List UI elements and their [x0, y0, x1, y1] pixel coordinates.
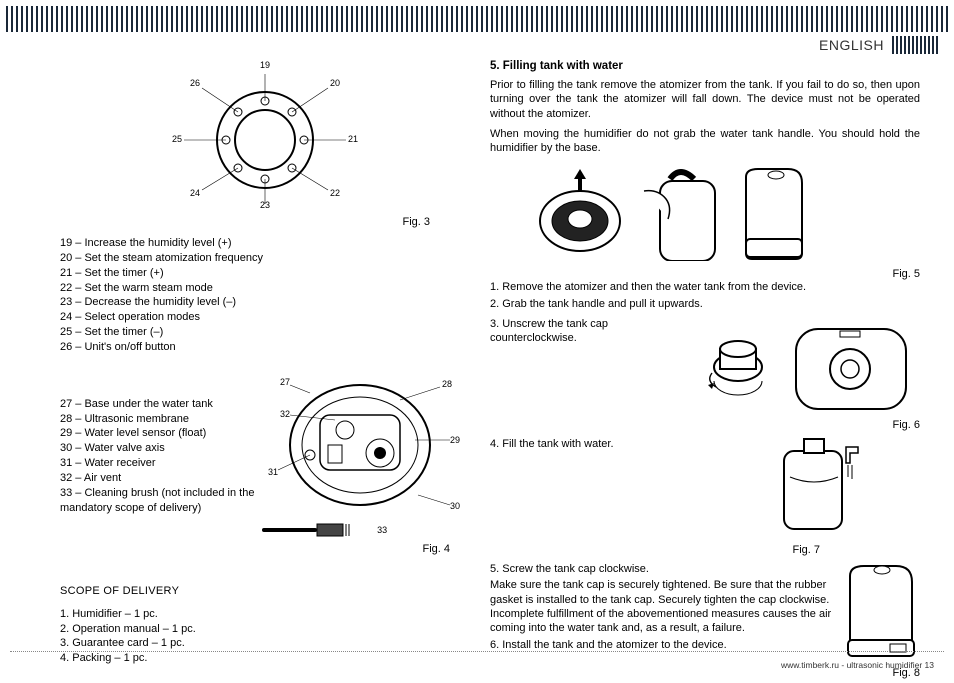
fig3-callout-22: 22 — [330, 188, 340, 198]
scope-item: 2. Operation manual – 1 pc. — [60, 622, 470, 637]
fig7-label: Fig. 7 — [490, 544, 920, 556]
fig3-callout-23: 23 — [260, 200, 270, 210]
section-5-title: 5. Filling tank with water — [490, 60, 920, 72]
step-5: 5. Screw the tank cap clockwise. — [490, 562, 832, 576]
step-1: 1. Remove the atomizer and then the wate… — [490, 280, 920, 294]
para-1: Prior to filling the tank remove the ato… — [490, 78, 920, 121]
fig3-label: Fig. 3 — [60, 216, 470, 228]
figure-7-row: 4. Fill the tank with water. — [490, 437, 920, 540]
fig3-callout-21: 21 — [348, 134, 358, 144]
legend-line: 30 – Water valve axis — [60, 441, 260, 456]
figure-8 — [840, 562, 920, 662]
legend-line: 21 – Set the timer (+) — [60, 266, 470, 281]
language-label: ENGLISH — [819, 37, 884, 53]
fig4-callout-28: 28 — [442, 379, 452, 389]
figure-5-row — [490, 161, 920, 264]
dotted-divider — [10, 651, 944, 652]
fig3-callout-19: 19 — [260, 60, 270, 70]
legend-line: 25 – Set the timer (–) — [60, 325, 470, 340]
language-header: ENGLISH — [819, 36, 940, 54]
fig4-callout-31: 31 — [268, 467, 278, 477]
fig4-callout-33: 33 — [377, 525, 387, 535]
fig3-callout-24: 24 — [190, 188, 200, 198]
step-2: 2. Grab the tank handle and pull it upwa… — [490, 297, 920, 311]
scope-item: 1. Humidifier – 1 pc. — [60, 607, 470, 622]
brush-icon — [260, 521, 370, 539]
legend-line: 29 – Water level sensor (float) — [60, 426, 260, 441]
fig6-label: Fig. 6 — [490, 419, 920, 431]
legend-line: 27 – Base under the water tank — [60, 397, 260, 412]
step-3: 3. Unscrew the tank cap counterclockwise… — [490, 317, 692, 346]
step-5b: Make sure the tank cap is securely tight… — [490, 578, 832, 635]
para-2: When moving the humidifier do not grab t… — [490, 127, 920, 156]
fig3-callout-25: 25 — [172, 134, 182, 144]
legend-line: 26 – Unit's on/off button — [60, 340, 470, 355]
legend-line: 33 – Cleaning brush (not included in the… — [60, 486, 260, 516]
legend-line: 20 – Set the steam atomization frequency — [60, 251, 470, 266]
legend-line: 22 – Set the warm steam mode — [60, 281, 470, 296]
top-barcode — [6, 6, 948, 32]
step-4: 4. Fill the tank with water. — [490, 437, 762, 451]
scope-item: 4. Packing – 1 pc. — [60, 651, 470, 666]
figure-4 — [260, 375, 460, 515]
figure-7 — [770, 437, 860, 537]
legend-line: 31 – Water receiver — [60, 456, 260, 471]
fig4-callout-29: 29 — [450, 435, 460, 445]
figure-3: 19 20 21 22 23 24 25 26 — [160, 60, 370, 210]
figure-6 — [700, 317, 920, 412]
figure-5 — [530, 161, 810, 261]
left-column: 19 20 21 22 23 24 25 26 Fig. 3 19 – Incr… — [60, 60, 470, 666]
header-barcode-icon — [892, 36, 940, 54]
fig4-callout-30: 30 — [450, 501, 460, 511]
legend-line: 19 – Increase the humidity level (+) — [60, 236, 470, 251]
fig5-label: Fig. 5 — [490, 268, 920, 280]
legend-line: 32 – Air vent — [60, 471, 260, 486]
figure-6-row: 3. Unscrew the tank cap counterclockwise… — [490, 317, 920, 415]
scope-item: 3. Guarantee card – 1 pc. — [60, 636, 470, 651]
fig4-label: Fig. 4 — [260, 543, 460, 555]
legend-fig4: 27 – Base under the water tank 28 – Ultr… — [60, 397, 260, 555]
fig3-callout-20: 20 — [330, 78, 340, 88]
fig4-callout-32: 32 — [280, 409, 290, 419]
scope-title: SCOPE OF DELIVERY — [60, 585, 470, 597]
right-column: 5. Filling tank with water Prior to fill… — [490, 60, 920, 683]
page-footer: www.timberk.ru - ultrasonic humidifier 1… — [781, 660, 934, 670]
fig3-callout-26: 26 — [190, 78, 200, 88]
scope-of-delivery: 1. Humidifier – 1 pc. 2. Operation manua… — [60, 607, 470, 666]
legend-line: 23 – Decrease the humidity level (–) — [60, 295, 470, 310]
legend-line: 24 – Select operation modes — [60, 310, 470, 325]
legend-line: 28 – Ultrasonic membrane — [60, 412, 260, 427]
legend-fig3: 19 – Increase the humidity level (+) 20 … — [60, 236, 470, 355]
fig4-callout-27: 27 — [280, 377, 290, 387]
step-6: 6. Install the tank and the atomizer to … — [490, 638, 832, 652]
